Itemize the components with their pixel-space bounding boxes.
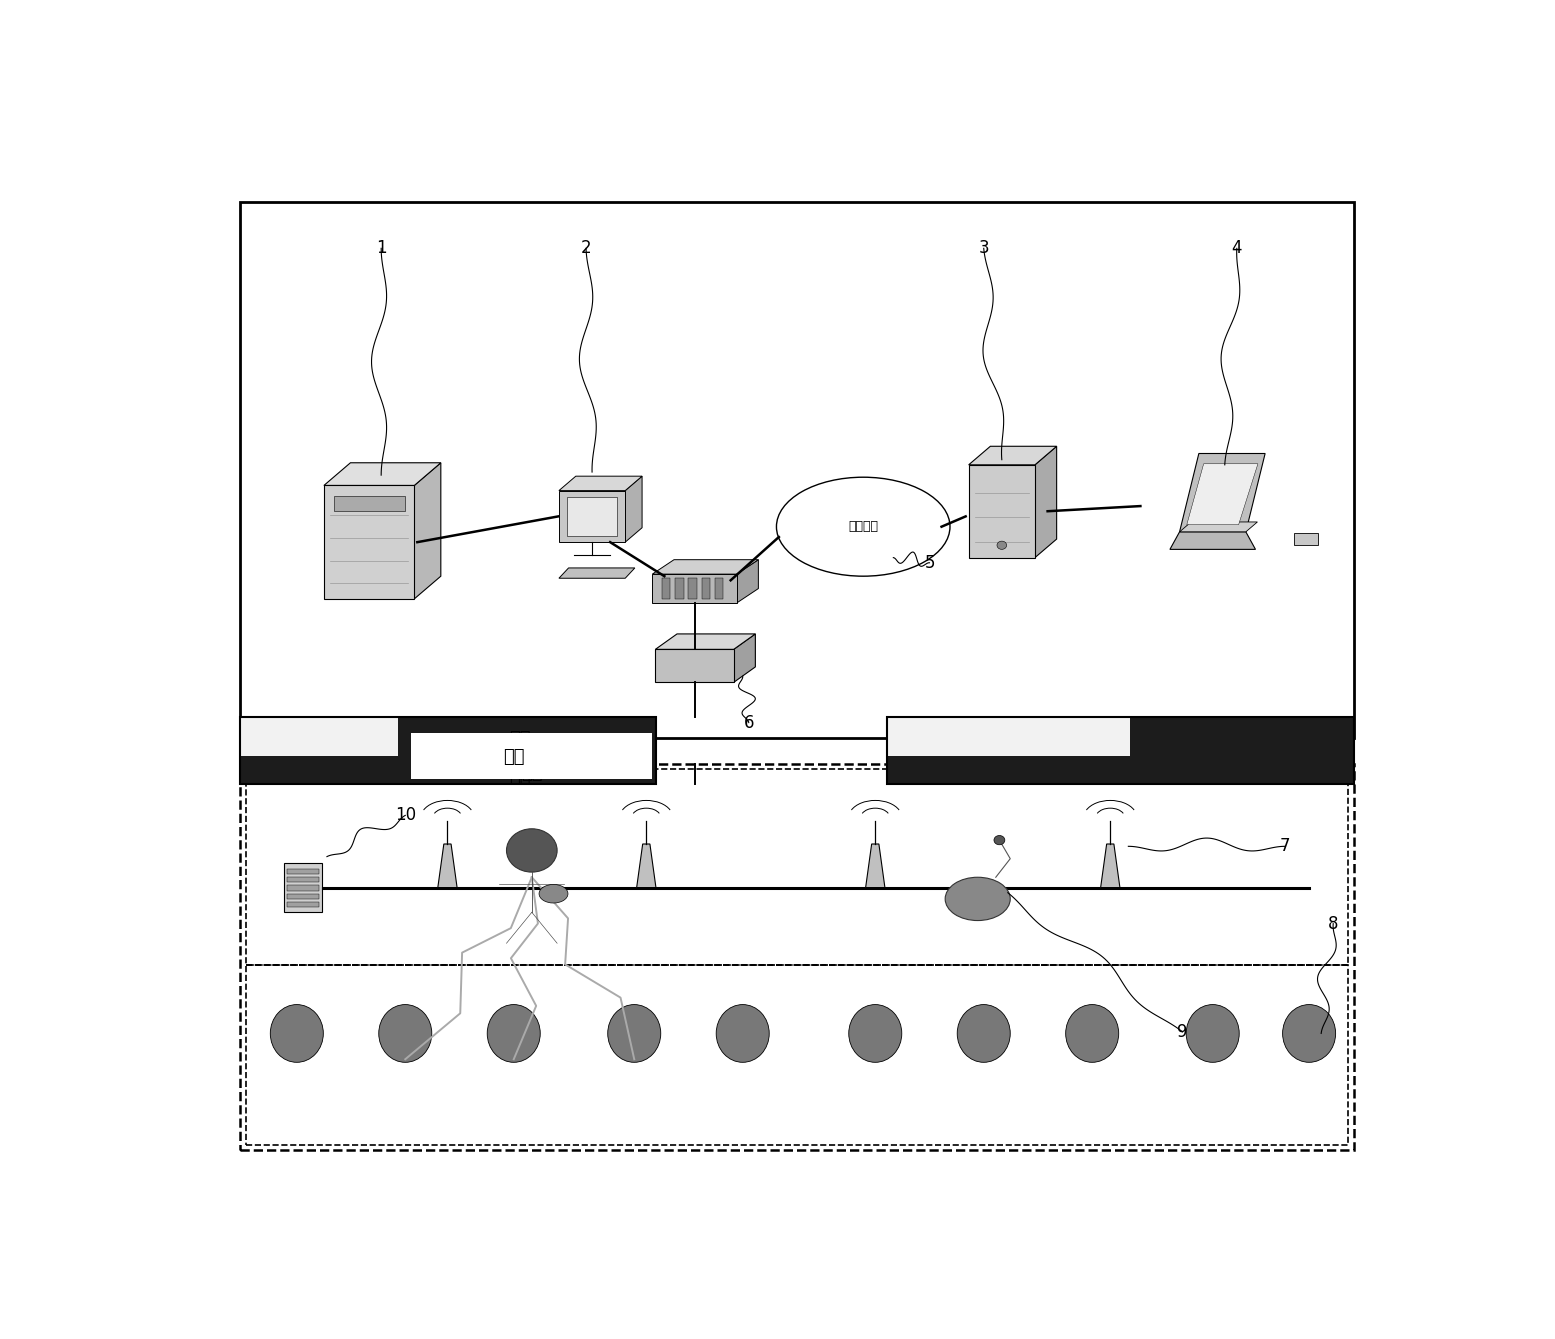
Text: 4: 4	[1232, 240, 1242, 257]
Polygon shape	[655, 633, 756, 649]
Polygon shape	[1180, 454, 1266, 532]
Text: 6: 6	[743, 714, 754, 731]
Ellipse shape	[487, 1004, 540, 1062]
FancyBboxPatch shape	[411, 732, 653, 779]
Text: 井下: 井下	[502, 747, 524, 766]
Text: 7: 7	[1280, 837, 1291, 856]
Polygon shape	[1294, 533, 1319, 545]
Polygon shape	[439, 844, 457, 888]
Ellipse shape	[776, 477, 950, 576]
Polygon shape	[655, 649, 734, 683]
Polygon shape	[558, 490, 625, 542]
Polygon shape	[866, 844, 885, 888]
Text: 井下: 井下	[508, 730, 530, 749]
Polygon shape	[701, 578, 711, 599]
FancyBboxPatch shape	[239, 718, 398, 757]
Polygon shape	[288, 869, 319, 874]
Ellipse shape	[540, 885, 568, 902]
Text: 井下: 井下	[521, 763, 543, 782]
Ellipse shape	[1186, 1004, 1239, 1062]
Circle shape	[507, 829, 557, 872]
Text: 1: 1	[376, 240, 387, 257]
Polygon shape	[715, 578, 723, 599]
Ellipse shape	[717, 1004, 770, 1062]
FancyBboxPatch shape	[1130, 718, 1354, 757]
Text: 本地网络: 本地网络	[847, 520, 879, 533]
Text: 9: 9	[1177, 1023, 1188, 1040]
Polygon shape	[334, 495, 404, 511]
Polygon shape	[653, 560, 759, 574]
Text: 井下: 井下	[508, 767, 530, 785]
Polygon shape	[323, 463, 440, 486]
Ellipse shape	[1283, 1004, 1336, 1062]
Polygon shape	[283, 862, 322, 912]
Polygon shape	[734, 633, 756, 683]
Text: 地面: 地面	[508, 742, 530, 759]
Ellipse shape	[1065, 1004, 1118, 1062]
Text: 5: 5	[924, 554, 935, 572]
Polygon shape	[288, 902, 319, 907]
Polygon shape	[662, 578, 670, 599]
FancyBboxPatch shape	[239, 202, 1354, 738]
Polygon shape	[1180, 522, 1258, 532]
FancyBboxPatch shape	[888, 718, 1130, 757]
Polygon shape	[558, 477, 642, 490]
Polygon shape	[568, 497, 617, 536]
Circle shape	[997, 541, 1006, 549]
FancyBboxPatch shape	[239, 763, 1354, 1150]
FancyBboxPatch shape	[239, 757, 656, 785]
Ellipse shape	[945, 877, 1011, 920]
FancyBboxPatch shape	[398, 718, 656, 757]
Text: 10: 10	[395, 806, 415, 825]
Polygon shape	[969, 446, 1057, 465]
Polygon shape	[737, 560, 759, 603]
Polygon shape	[323, 486, 414, 599]
Polygon shape	[414, 463, 440, 599]
Polygon shape	[288, 885, 319, 890]
Polygon shape	[636, 844, 656, 888]
Polygon shape	[689, 578, 697, 599]
Polygon shape	[625, 477, 642, 542]
Polygon shape	[558, 568, 634, 578]
Ellipse shape	[379, 1004, 432, 1062]
Polygon shape	[1036, 446, 1057, 557]
Ellipse shape	[608, 1004, 661, 1062]
Polygon shape	[288, 893, 319, 898]
Ellipse shape	[958, 1004, 1011, 1062]
Text: 8: 8	[1328, 915, 1339, 933]
Ellipse shape	[271, 1004, 323, 1062]
Polygon shape	[675, 578, 684, 599]
Polygon shape	[653, 574, 737, 603]
Polygon shape	[969, 465, 1036, 557]
Polygon shape	[1169, 532, 1255, 549]
Polygon shape	[1186, 463, 1258, 525]
Ellipse shape	[849, 1004, 902, 1062]
Polygon shape	[1101, 844, 1120, 888]
Text: 3: 3	[978, 240, 989, 257]
Circle shape	[994, 836, 1005, 845]
FancyBboxPatch shape	[888, 757, 1354, 785]
Text: 2: 2	[580, 240, 591, 257]
Polygon shape	[288, 877, 319, 882]
